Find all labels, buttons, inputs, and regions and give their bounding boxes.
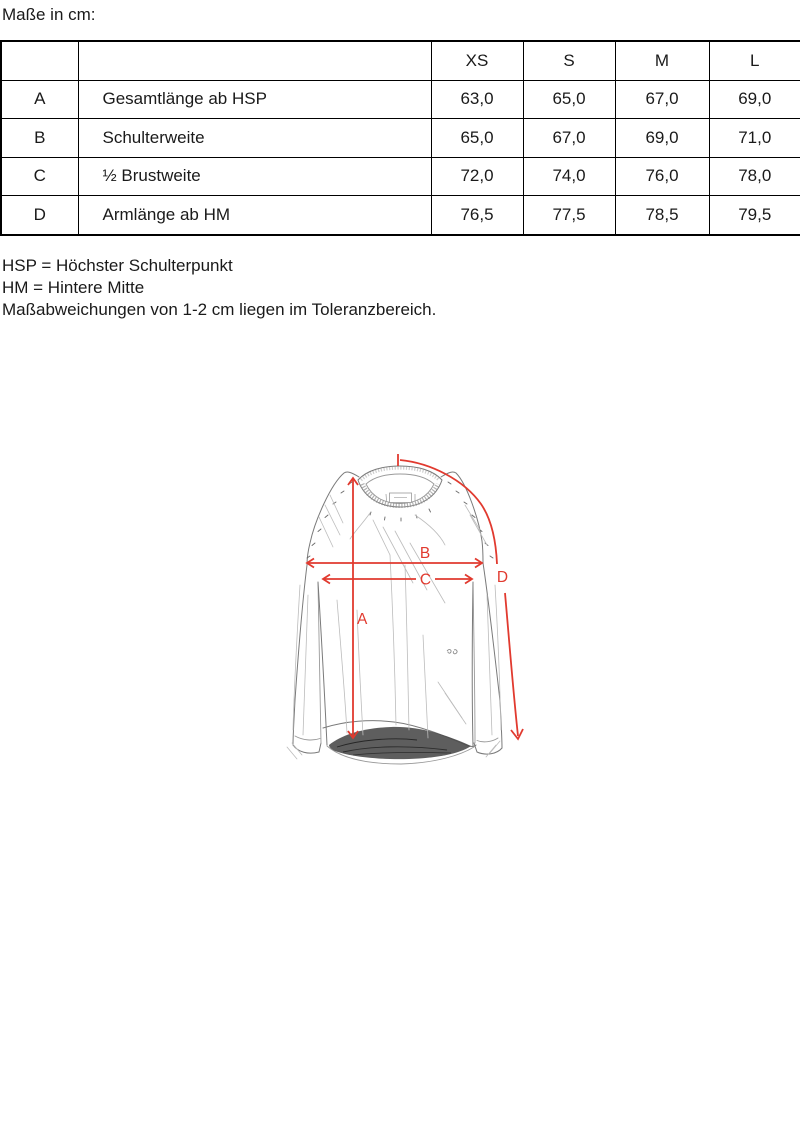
wrinkle-lines (286, 494, 502, 760)
row-value: 65,0 (522, 79, 616, 119)
measure-a (347, 476, 359, 740)
size-table-header-row: XS S M L (0, 40, 800, 81)
measure-b (305, 557, 484, 569)
row-value: 63,0 (430, 79, 524, 119)
arrow-left-icon (305, 557, 315, 569)
row-label: Schulterweite (77, 118, 432, 158)
row-value: 71,0 (708, 118, 800, 158)
row-letter: B (0, 118, 79, 158)
hem-shadow (329, 726, 471, 760)
row-letter: D (0, 195, 79, 235)
row-value: 78,0 (708, 156, 800, 196)
arrow-right-icon (464, 573, 474, 585)
arrow-left-icon (321, 573, 331, 585)
measure-c (321, 573, 474, 585)
row-value: 76,5 (430, 195, 524, 235)
table-row-a: A Gesamtlänge ab HSP 63,0 65,0 67,0 69,0 (0, 79, 800, 119)
garment-sketch: A B C D (286, 454, 524, 765)
measurement-annotations: A B C D (305, 454, 524, 741)
measure-d (397, 454, 524, 741)
header-cell-size-s: S (522, 40, 616, 81)
row-value: 67,0 (522, 118, 616, 158)
arrow-down-icon (510, 728, 524, 741)
footnote-hsp: HSP = Höchster Schulterpunkt (2, 256, 233, 275)
collar-tag (385, 492, 416, 503)
footnote-hm: HM = Hintere Mitte (2, 278, 145, 297)
measure-label-a: A (357, 611, 368, 628)
arrow-down-icon (347, 730, 359, 740)
arrow-right-icon (474, 557, 484, 569)
footnote-tolerance: Maßabweichungen von 1-2 cm liegen im Tol… (2, 300, 437, 319)
row-value: 74,0 (522, 156, 616, 196)
header-cell-size-l: L (708, 40, 800, 81)
measure-label-b: B (420, 545, 430, 562)
row-value: 76,0 (614, 156, 710, 196)
size-table: XS S M L A Gesamtlänge ab HSP 63,0 65,0 … (0, 40, 800, 236)
table-row-d: D Armlänge ab HM 76,5 77,5 78,5 79,5 (0, 195, 800, 235)
row-value: 78,5 (614, 195, 710, 235)
row-value: 79,5 (708, 195, 800, 235)
row-value: 72,0 (430, 156, 524, 196)
row-value: 67,0 (614, 79, 710, 119)
table-row-c: C ½ Brustweite 72,0 74,0 76,0 78,0 (0, 156, 800, 196)
row-value: 69,0 (708, 79, 800, 119)
row-value: 69,0 (614, 118, 710, 158)
footnotes: HSP = Höchster Schulterpunkt HM = Hinter… (2, 255, 436, 321)
table-row-b: B Schulterweite 65,0 67,0 69,0 71,0 (0, 118, 800, 158)
header-cell-size-m: M (614, 40, 710, 81)
arrow-up-icon (347, 476, 359, 486)
garment-outline (292, 471, 503, 765)
header-cell-description (77, 40, 432, 81)
row-label: Gesamtlänge ab HSP (77, 79, 432, 119)
row-letter: C (0, 156, 79, 196)
chest-logo-squiggle (446, 649, 458, 655)
row-letter: A (0, 79, 79, 119)
header-cell-size-xs: XS (430, 40, 524, 81)
row-value: 77,5 (522, 195, 616, 235)
row-label: Armlänge ab HM (77, 195, 432, 235)
measure-label-c: C (420, 572, 431, 589)
row-value: 65,0 (430, 118, 524, 158)
measure-label-d: D (497, 569, 508, 586)
row-label: ½ Brustweite (77, 156, 432, 196)
header-cell-letter (0, 40, 79, 81)
page-title: Maße in cm: (2, 5, 96, 24)
collar (357, 465, 443, 509)
